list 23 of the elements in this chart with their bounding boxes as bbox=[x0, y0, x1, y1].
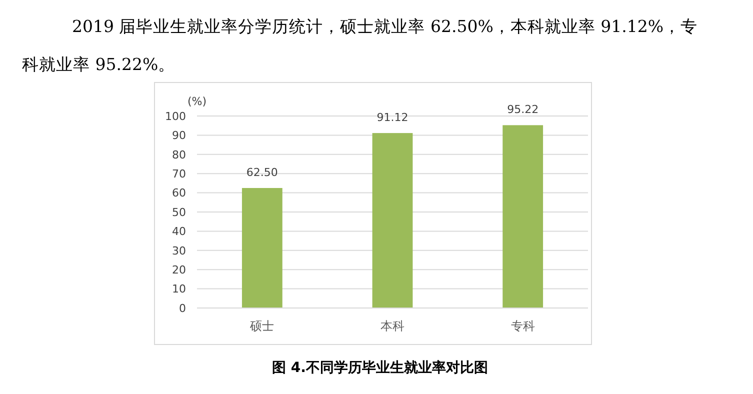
x-tick-label: 硕士 bbox=[249, 319, 274, 333]
y-tick-label: 60 bbox=[172, 186, 186, 200]
y-tick-label: 50 bbox=[172, 206, 186, 219]
y-tick-label: 30 bbox=[172, 244, 186, 258]
x-tick-label: 本科 bbox=[380, 319, 404, 333]
data-label: 91.12 bbox=[376, 111, 408, 124]
bar bbox=[372, 133, 413, 308]
y-tick-label: 70 bbox=[172, 167, 186, 180]
x-tick-label: 专科 bbox=[510, 319, 535, 333]
y-tick-label: 10 bbox=[172, 282, 186, 296]
data-label: 95.22 bbox=[507, 103, 539, 116]
text: 2019 届毕业生就业率分学历统计，硕士就业率 62.50%，本科就业率 91.12%，专科就业率 95.22%。 bbox=[22, 16, 699, 76]
y-tick-label: 0 bbox=[179, 302, 186, 315]
y-tick-label: 90 bbox=[172, 129, 186, 142]
bar bbox=[242, 188, 282, 308]
y-axis-title: (%) bbox=[187, 95, 207, 108]
data-label: 62.50 bbox=[246, 166, 278, 179]
y-tick-label: 20 bbox=[172, 263, 186, 276]
bar bbox=[502, 125, 544, 308]
y-tick-label: 80 bbox=[172, 148, 186, 162]
y-tick-label: 40 bbox=[172, 225, 186, 238]
text: 图 4.不同学历毕业生就业率对比图 bbox=[272, 359, 488, 376]
y-tick-label: 100 bbox=[165, 110, 186, 123]
